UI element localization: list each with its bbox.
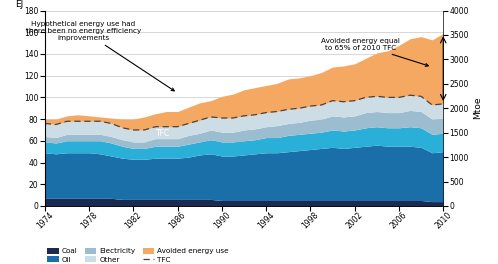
Y-axis label: Mtoe: Mtoe (473, 97, 482, 120)
Text: Hypothetical energy use had
there been no energy efficiency
improvements: Hypothetical energy use had there been n… (26, 21, 174, 91)
Text: Avoided energy equal
to 65% of 2010 TFC: Avoided energy equal to 65% of 2010 TFC (321, 38, 428, 66)
Legend: Coal, Oil, Gas, Electricity, Other, Avoided energy use, TFC: Coal, Oil, Gas, Electricity, Other, Avoi… (44, 245, 232, 264)
Text: TFC: TFC (155, 129, 170, 138)
Y-axis label: EJ: EJ (15, 0, 23, 9)
